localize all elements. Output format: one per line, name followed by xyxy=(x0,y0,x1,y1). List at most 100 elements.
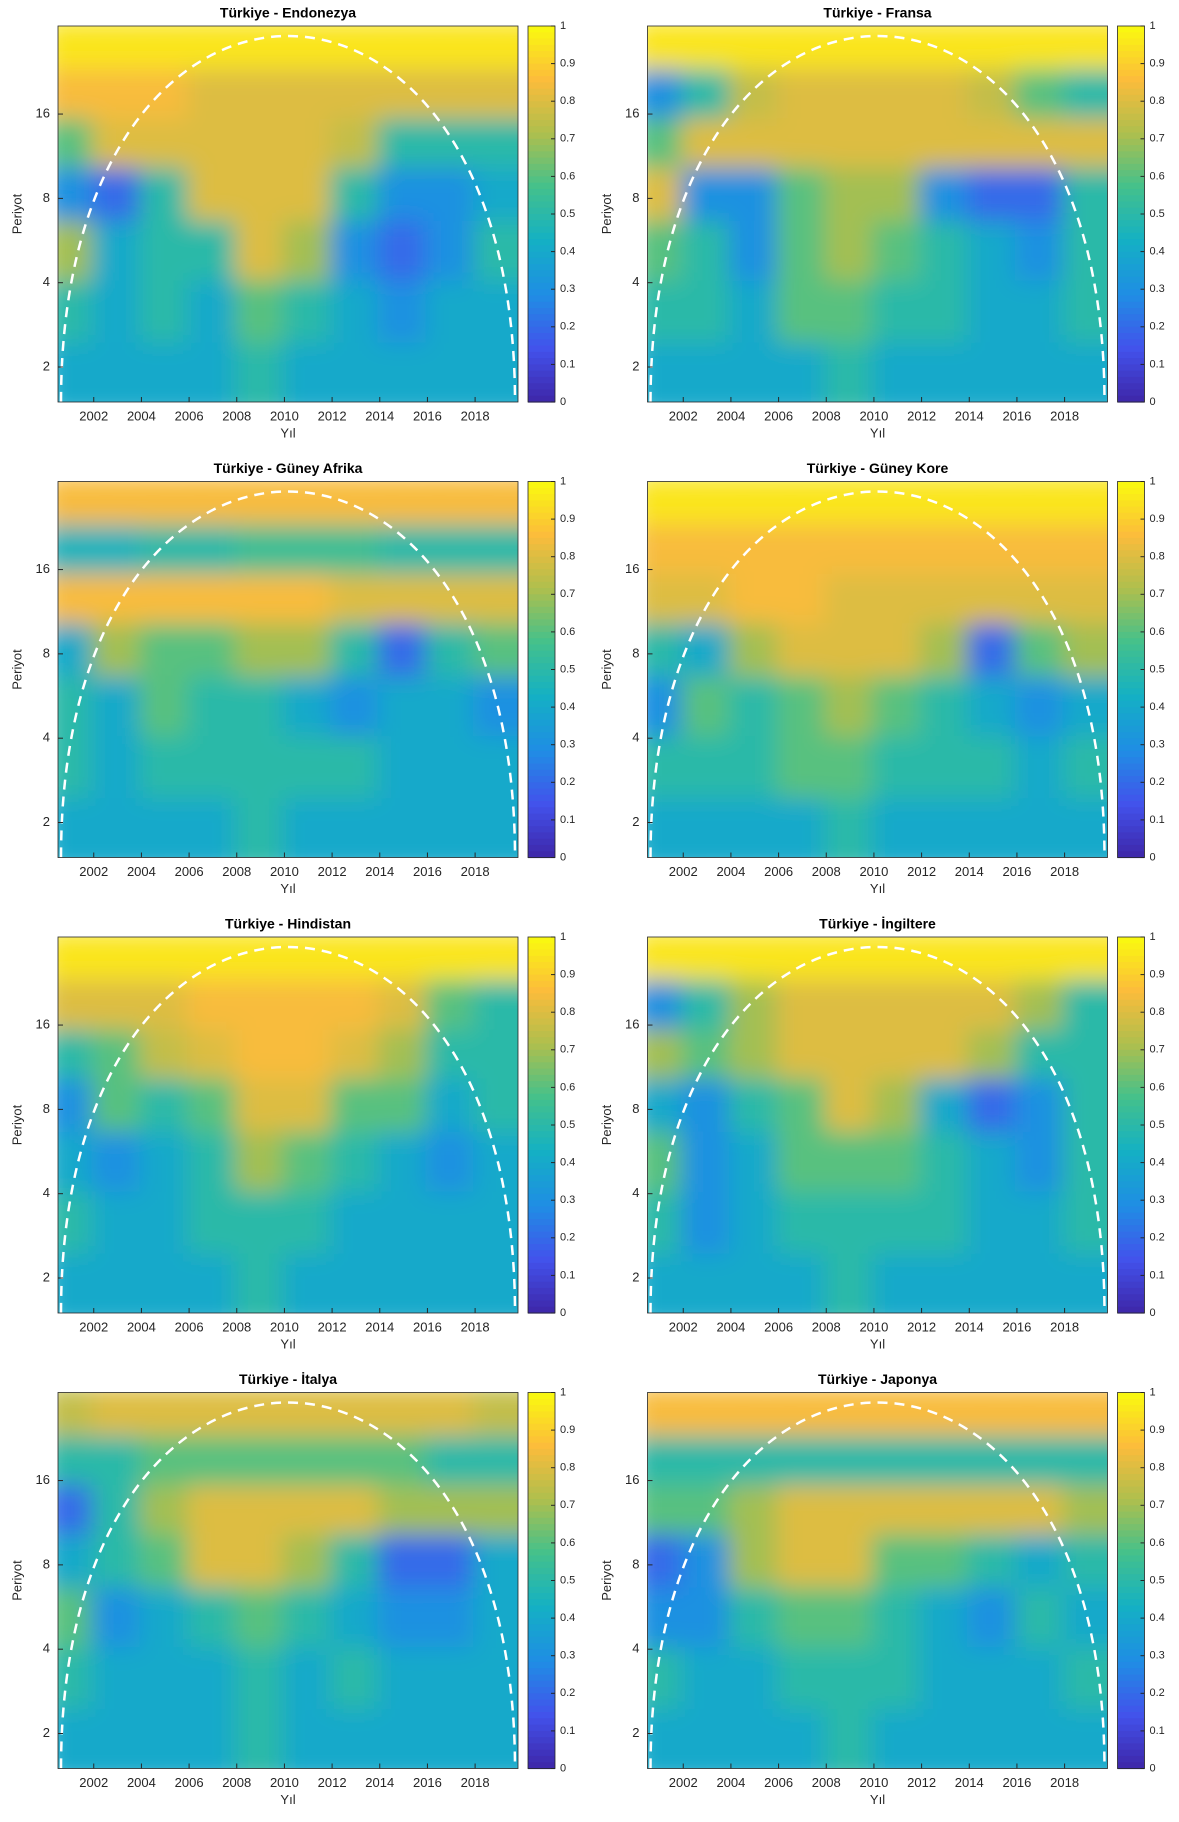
chart-title: Türkiye - Endonezya xyxy=(220,5,356,21)
colorbar-step xyxy=(1117,575,1145,583)
colorbar-tick-label: 0.4 xyxy=(560,701,575,713)
colorbar-tick-label: 0.6 xyxy=(1150,170,1165,182)
colorbar-step xyxy=(1117,44,1145,52)
colorbar-step xyxy=(1117,201,1145,209)
colorbar-step xyxy=(1117,993,1145,1001)
colorbar-step xyxy=(528,44,555,52)
colorbar-step xyxy=(1117,1074,1145,1082)
colorbar-step xyxy=(528,1467,555,1475)
colorbar-tick-label: 0.7 xyxy=(560,133,575,145)
colorbar-step xyxy=(528,1225,555,1233)
colorbar-step xyxy=(528,1175,555,1182)
colorbar-step xyxy=(528,276,555,284)
colorbar-step xyxy=(1117,1699,1145,1707)
y-axis-label: Periyot xyxy=(599,649,614,690)
y-tick-label: 8 xyxy=(43,190,50,205)
colorbar-tick-label: 0.3 xyxy=(560,1194,575,1206)
colorbar-step xyxy=(1117,519,1145,526)
colorbar-tick-label: 0.7 xyxy=(1150,1499,1165,1511)
heatmap xyxy=(647,481,1108,858)
colorbar-step xyxy=(1117,763,1145,771)
panel: 2002 2004 2006 2008 2010 2012 2014 2016 2018 2 4 8 1… xyxy=(599,1371,1165,1807)
colorbar-step xyxy=(1117,1056,1145,1063)
x-tick-label: 2010 xyxy=(270,408,299,423)
colorbar-step xyxy=(528,1125,555,1132)
colorbar-tick-label: 0.2 xyxy=(1150,776,1165,788)
colorbar-step xyxy=(1117,1423,1145,1431)
colorbar-tick-label: 0.8 xyxy=(560,551,575,563)
colorbar-step xyxy=(528,525,555,533)
y-tick-label: 4 xyxy=(632,1641,639,1656)
colorbar-step xyxy=(528,308,555,315)
colorbar-step xyxy=(528,500,555,508)
colorbar-step xyxy=(528,257,555,265)
colorbar-step xyxy=(1117,1580,1145,1588)
colorbar-tick-label: 0.1 xyxy=(560,1725,575,1737)
x-tick-label: 2006 xyxy=(764,408,793,423)
colorbar-step xyxy=(528,220,555,228)
colorbar-step xyxy=(1117,1193,1145,1201)
colorbar-step xyxy=(528,1099,555,1107)
colorbar-step xyxy=(1117,1156,1145,1164)
colorbar-step xyxy=(1117,1281,1145,1289)
colorbar-step xyxy=(528,1649,555,1657)
colorbar-step xyxy=(528,370,555,378)
colorbar-step xyxy=(528,101,555,109)
colorbar-step xyxy=(1117,1087,1145,1095)
colorbar-step xyxy=(528,1093,555,1101)
colorbar-step xyxy=(1117,132,1145,140)
colorbar-step xyxy=(1117,1693,1145,1701)
y-tick-label: 4 xyxy=(43,274,50,289)
colorbar-tick-label: 0.1 xyxy=(560,1269,575,1281)
x-tick-label: 2016 xyxy=(1002,864,1031,879)
plot-area xyxy=(647,26,1108,402)
colorbar-step xyxy=(528,675,555,683)
colorbar-step xyxy=(1117,1649,1145,1657)
colorbar-step xyxy=(1117,220,1145,228)
colorbar-tick-label: 0.9 xyxy=(560,1424,575,1436)
colorbar-tick-label: 0 xyxy=(1150,396,1156,408)
x-tick-label: 2010 xyxy=(859,1319,888,1334)
colorbar-tick-label: 0.4 xyxy=(560,246,575,258)
colorbar-step xyxy=(528,1074,555,1082)
colorbar-step xyxy=(528,63,555,71)
coherence-cell xyxy=(1062,342,1108,402)
colorbar-step xyxy=(1117,1306,1145,1314)
colorbar-step xyxy=(1117,1618,1145,1625)
colorbar-step xyxy=(1117,282,1145,290)
plot-area xyxy=(58,26,518,402)
colorbar-step xyxy=(1117,376,1145,384)
colorbar-tick-label: 0.6 xyxy=(1150,1537,1165,1549)
colorbar-step xyxy=(528,1655,555,1663)
colorbar-step xyxy=(1117,126,1145,134)
colorbar-step xyxy=(1117,1417,1145,1425)
colorbar-step xyxy=(1117,1049,1145,1057)
colorbar-step xyxy=(528,120,555,127)
colorbar-step xyxy=(1117,57,1145,65)
colorbar-step xyxy=(1117,844,1145,852)
colorbar-step xyxy=(1117,1661,1145,1669)
x-tick-label: 2014 xyxy=(365,1775,394,1790)
colorbar-step xyxy=(1117,1081,1145,1088)
x-tick-label: 2010 xyxy=(270,1319,299,1334)
colorbar-step xyxy=(528,700,555,708)
colorbar-step xyxy=(528,481,555,489)
coherence-cell xyxy=(473,1253,518,1313)
colorbar-step xyxy=(528,1461,555,1469)
x-tick-label: 2016 xyxy=(1002,1319,1031,1334)
colorbar-step xyxy=(528,1693,555,1701)
colorbar-tick-label: 0.2 xyxy=(1150,321,1165,333)
colorbar-step xyxy=(1117,600,1145,608)
colorbar-tick-label: 0.6 xyxy=(560,170,575,182)
colorbar-step xyxy=(528,1237,555,1245)
colorbar-tick-label: 0.2 xyxy=(560,776,575,788)
x-tick-label: 2006 xyxy=(175,1319,204,1334)
colorbar-step xyxy=(1117,688,1145,696)
colorbar-step xyxy=(1117,631,1145,639)
colorbar-step xyxy=(528,531,555,539)
colorbar-tick-label: 0.5 xyxy=(1150,1119,1165,1131)
colorbar-step xyxy=(528,713,555,721)
colorbar-step xyxy=(1117,1561,1145,1569)
x-tick-label: 2012 xyxy=(907,1319,936,1334)
x-tick-label: 2018 xyxy=(461,1775,490,1790)
